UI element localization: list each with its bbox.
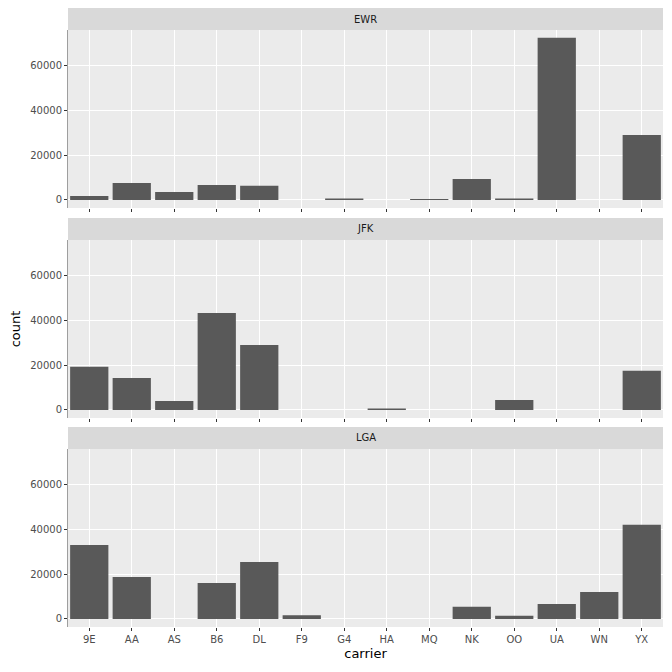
svg-text:60000: 60000 [30, 270, 62, 281]
svg-text:40000: 40000 [30, 315, 62, 326]
svg-text:MQ: MQ [421, 634, 438, 645]
svg-text:B6: B6 [210, 634, 223, 645]
svg-text:60000: 60000 [30, 479, 62, 490]
svg-text:AA: AA [125, 634, 139, 645]
svg-text:20000: 20000 [30, 150, 62, 161]
svg-text:0: 0 [56, 613, 62, 624]
svg-text:OO: OO [506, 634, 522, 645]
svg-text:20000: 20000 [30, 569, 62, 580]
svg-text:NK: NK [465, 634, 479, 645]
svg-text:UA: UA [550, 634, 564, 645]
svg-text:JFK: JFK [357, 223, 374, 234]
svg-text:carrier: carrier [344, 646, 387, 661]
svg-text:count: count [8, 311, 23, 348]
svg-text:F9: F9 [296, 634, 308, 645]
svg-text:9E: 9E [83, 634, 96, 645]
svg-text:AS: AS [168, 634, 181, 645]
svg-text:EWR: EWR [354, 14, 377, 25]
svg-text:20000: 20000 [30, 360, 62, 371]
svg-text:LGA: LGA [356, 432, 376, 443]
svg-text:G4: G4 [337, 634, 351, 645]
svg-text:40000: 40000 [30, 105, 62, 116]
svg-text:0: 0 [56, 194, 62, 205]
svg-text:HA: HA [380, 634, 395, 645]
svg-text:60000: 60000 [30, 60, 62, 71]
svg-text:DL: DL [253, 634, 267, 645]
svg-text:0: 0 [56, 404, 62, 415]
svg-text:40000: 40000 [30, 524, 62, 535]
svg-text:YX: YX [634, 634, 648, 645]
svg-text:WN: WN [591, 634, 608, 645]
